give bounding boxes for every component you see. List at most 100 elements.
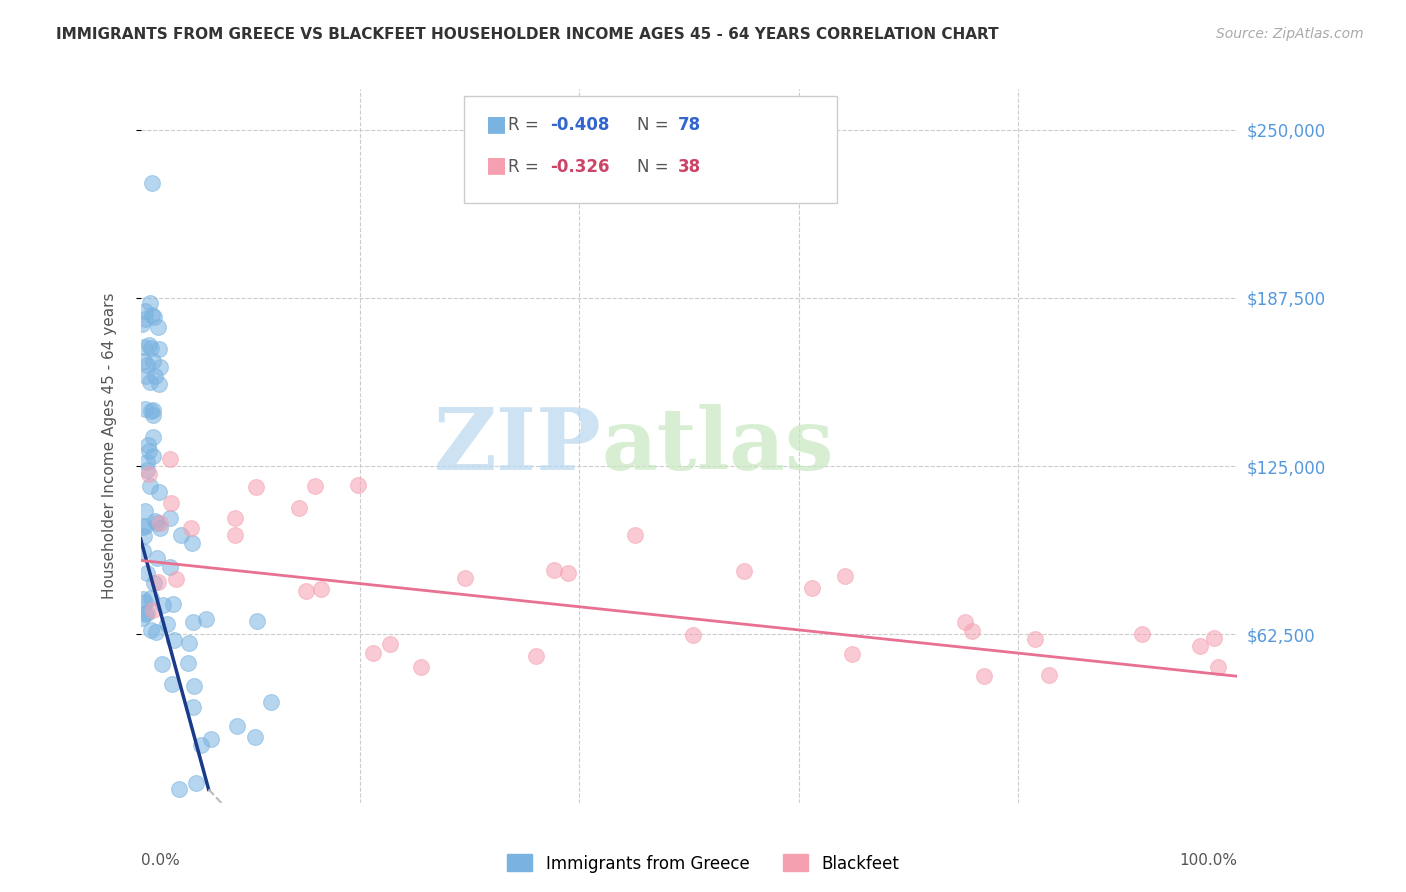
Point	[136, 358, 159, 372]
Point	[141, 591, 163, 605]
Point	[146, 575, 169, 590]
Point	[145, 625, 167, 640]
Point	[142, 603, 165, 617]
Point	[152, 599, 174, 613]
Point	[135, 566, 157, 581]
Point	[288, 500, 311, 515]
Text: Source: ZipAtlas.com: Source: ZipAtlas.com	[1216, 27, 1364, 41]
Point	[1206, 660, 1229, 674]
Point	[138, 467, 160, 481]
Point	[131, 520, 153, 534]
Point	[138, 338, 160, 352]
Point	[142, 430, 165, 444]
Point	[246, 614, 269, 628]
Point	[184, 776, 207, 790]
Point	[135, 369, 157, 384]
Point	[224, 528, 246, 542]
Point	[141, 341, 163, 355]
Point	[142, 403, 165, 417]
Point	[141, 623, 163, 637]
Point	[146, 516, 169, 530]
Point	[139, 375, 162, 389]
Point	[148, 342, 170, 356]
Text: -0.326: -0.326	[550, 158, 609, 176]
Point	[162, 597, 184, 611]
Point	[834, 568, 856, 582]
Text: -0.408: -0.408	[550, 116, 609, 135]
Point	[260, 695, 283, 709]
Point	[363, 646, 385, 660]
Text: 38: 38	[678, 158, 702, 176]
Point	[160, 496, 183, 510]
Text: R =: R =	[508, 116, 544, 135]
Point	[143, 514, 166, 528]
Point	[132, 592, 155, 607]
Point	[962, 624, 984, 638]
Point	[1188, 639, 1211, 653]
Text: IMMIGRANTS FROM GREECE VS BLACKFEET HOUSEHOLDER INCOME AGES 45 - 64 YEARS CORREL: IMMIGRANTS FROM GREECE VS BLACKFEET HOUS…	[56, 27, 998, 42]
Text: ZIP: ZIP	[433, 404, 602, 488]
Point	[160, 677, 183, 691]
Point	[163, 633, 186, 648]
Point	[557, 566, 579, 580]
Point	[136, 438, 159, 452]
Point	[132, 543, 155, 558]
Point	[801, 581, 824, 595]
Point	[141, 177, 163, 191]
Point	[134, 595, 156, 609]
Point	[142, 408, 165, 422]
Point	[159, 451, 181, 466]
Point	[134, 504, 156, 518]
Point	[159, 511, 181, 525]
Point	[1024, 632, 1046, 646]
Point	[411, 660, 433, 674]
Point	[841, 647, 863, 661]
Point	[159, 559, 181, 574]
Point	[1038, 667, 1060, 681]
Point	[149, 516, 172, 530]
Point	[953, 615, 976, 629]
Point	[243, 730, 266, 744]
Point	[134, 354, 156, 368]
Point	[183, 679, 205, 693]
Text: 78: 78	[678, 116, 702, 135]
Y-axis label: Householder Income Ages 45 - 64 years: Householder Income Ages 45 - 64 years	[103, 293, 117, 599]
Point	[181, 700, 204, 714]
Point	[295, 583, 318, 598]
Point	[134, 311, 156, 326]
Point	[180, 521, 202, 535]
Point	[195, 612, 218, 626]
Text: ■: ■	[486, 155, 508, 176]
Text: N =: N =	[637, 158, 675, 176]
Point	[733, 564, 755, 578]
Point	[134, 304, 156, 318]
Point	[973, 669, 995, 683]
Text: ■: ■	[486, 114, 508, 134]
Point	[139, 404, 162, 418]
Point	[190, 738, 212, 752]
Point	[309, 582, 332, 596]
Point	[139, 479, 162, 493]
Point	[150, 657, 173, 671]
Point	[142, 354, 165, 368]
Point	[245, 481, 267, 495]
Point	[167, 782, 190, 797]
FancyBboxPatch shape	[464, 96, 837, 203]
Point	[132, 529, 155, 543]
Point	[134, 402, 156, 417]
Point	[156, 617, 179, 632]
Text: 100.0%: 100.0%	[1180, 853, 1237, 868]
Point	[623, 528, 645, 542]
Point	[149, 359, 172, 374]
Point	[304, 478, 326, 492]
Text: N =: N =	[637, 116, 675, 135]
Point	[142, 450, 165, 464]
Text: R =: R =	[508, 158, 544, 176]
Point	[141, 309, 163, 323]
Point	[346, 478, 368, 492]
Point	[143, 575, 166, 590]
Point	[226, 719, 249, 733]
Point	[136, 462, 159, 476]
Point	[134, 607, 156, 622]
Point	[131, 611, 153, 625]
